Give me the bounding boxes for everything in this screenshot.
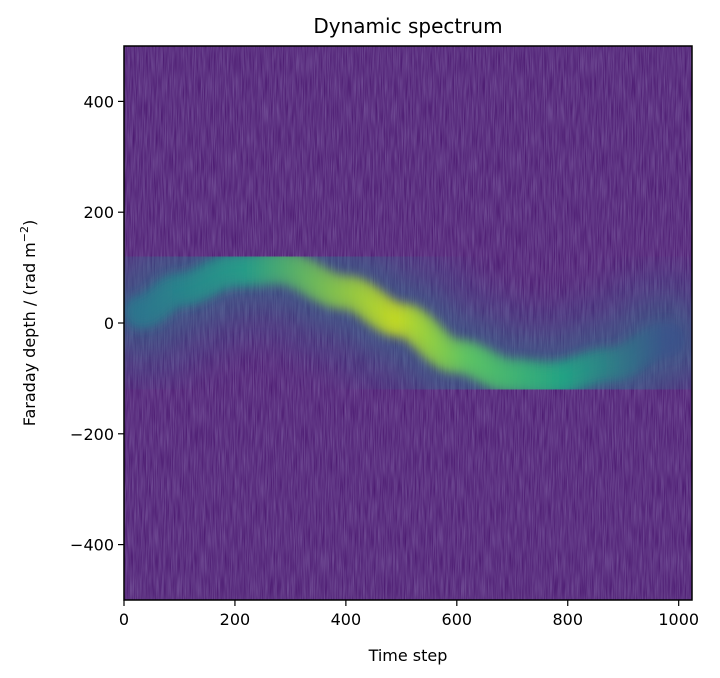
x-tick-label: 200 bbox=[220, 610, 251, 629]
y-tick-label: −400 bbox=[70, 536, 114, 555]
x-axis-label: Time step bbox=[368, 646, 448, 665]
y-axis-label: Faraday depth / (rad m−2) bbox=[18, 220, 39, 427]
x-tick-label: 600 bbox=[442, 610, 473, 629]
x-tick-label: 800 bbox=[552, 610, 583, 629]
x-tick-label: 0 bbox=[119, 610, 129, 629]
ridge-core bbox=[133, 260, 675, 386]
y-axis-label-close: ) bbox=[20, 220, 39, 226]
x-tick-label: 1000 bbox=[658, 610, 699, 629]
x-axis: 0 200 400 600 800 1000 bbox=[119, 600, 699, 629]
y-axis-label-main: Faraday depth / (rad m bbox=[20, 242, 39, 426]
y-tick-label: −200 bbox=[70, 425, 114, 444]
y-tick-label: 400 bbox=[83, 92, 114, 111]
heatmap-ridge bbox=[124, 192, 692, 454]
y-axis: −400 −200 0 200 400 bbox=[70, 92, 124, 555]
y-axis-label-exponent: −2 bbox=[18, 226, 31, 242]
x-tick-label: 400 bbox=[331, 610, 362, 629]
chart-title: Dynamic spectrum bbox=[313, 14, 502, 38]
plot-area bbox=[124, 46, 692, 600]
y-tick-label: 0 bbox=[104, 314, 114, 333]
y-tick-label: 200 bbox=[83, 203, 114, 222]
